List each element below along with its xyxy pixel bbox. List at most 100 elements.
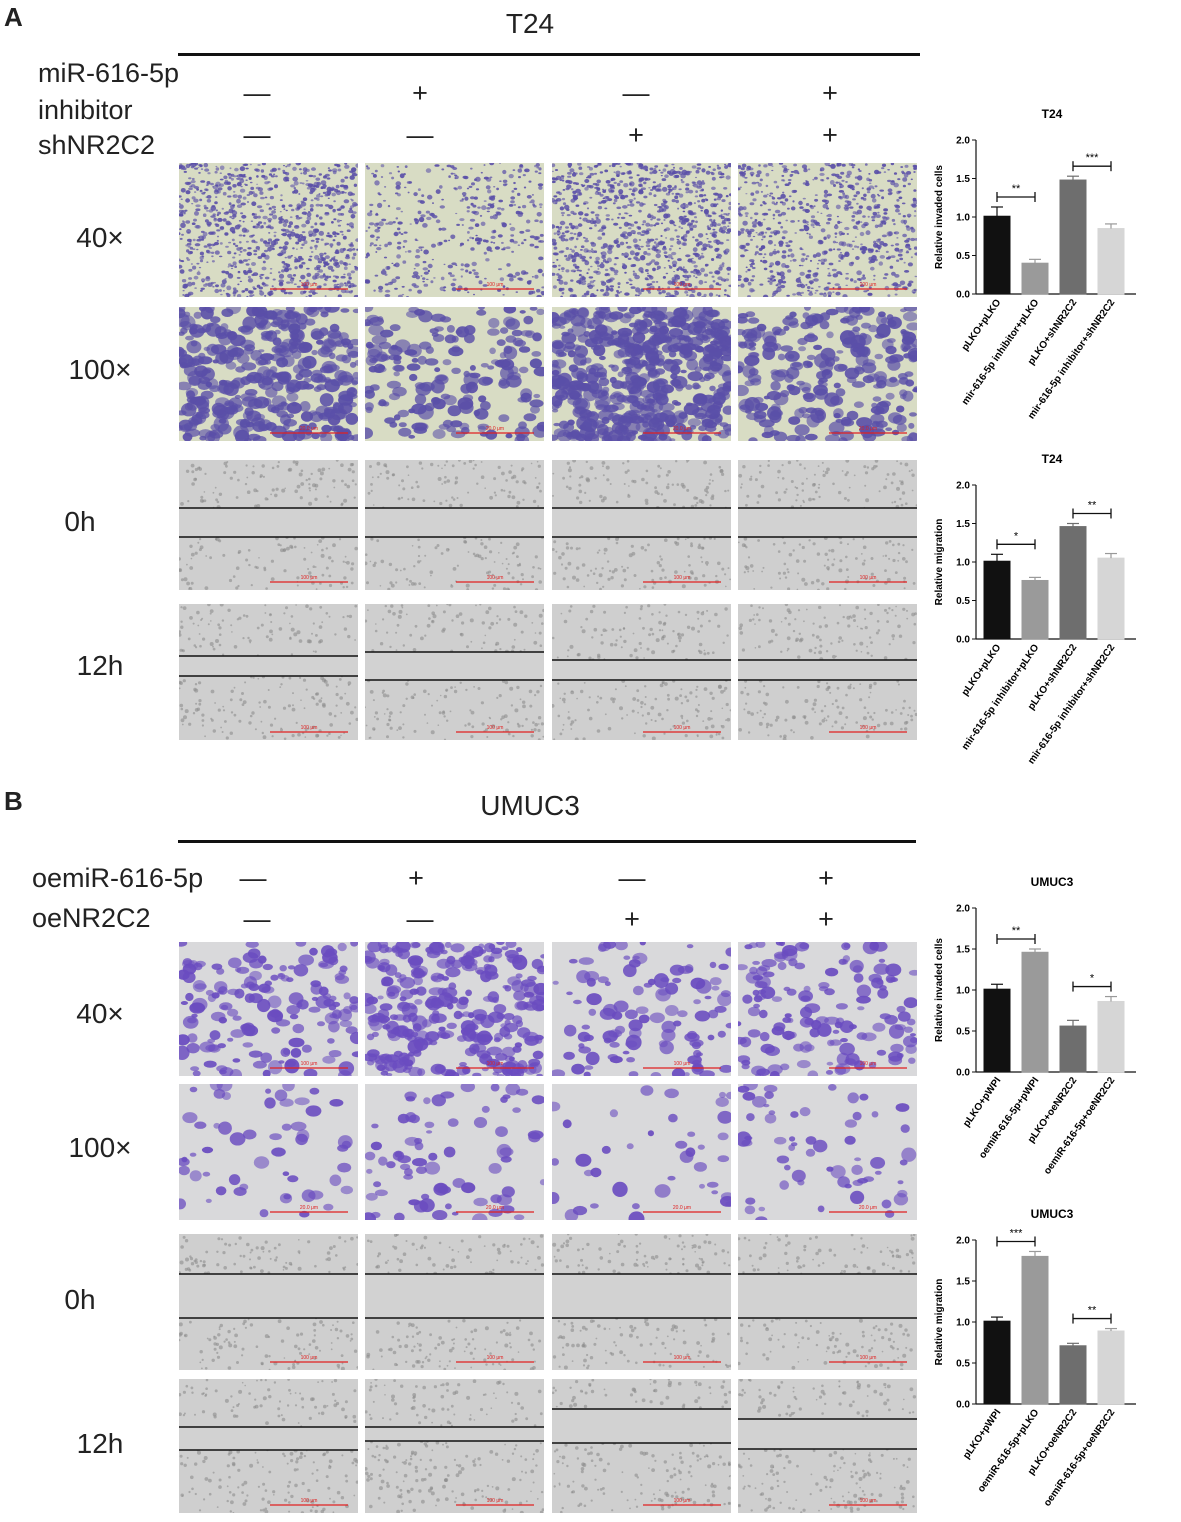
transwell-invasion-image: 20.0 μm — [365, 307, 544, 441]
wound-healing-image: 100 μm — [179, 604, 358, 740]
bar — [1059, 526, 1087, 640]
scale-bar-label: 20.0 μm — [486, 1205, 504, 1211]
scale-bar-label: 20.0 μm — [859, 1205, 877, 1211]
scale-bar-label: 100 μm — [301, 1355, 318, 1361]
wound-healing-image: 100 μm — [552, 1234, 731, 1370]
bar — [1097, 228, 1125, 295]
scale-bar-label: 100 μm — [301, 575, 318, 581]
chart-title: T24 — [1042, 452, 1063, 466]
y-tick-label: 0.5 — [956, 1359, 970, 1370]
y-tick-label: 1.0 — [956, 1318, 970, 1329]
y-tick-label: 2.0 — [956, 481, 970, 492]
row-label: 100× — [68, 1132, 132, 1163]
scale-bar-label: 20.0 μm — [673, 1205, 691, 1211]
y-axis-label: Relative invaded cells — [934, 938, 945, 1042]
scale-bar-label: 100 μm — [860, 575, 877, 581]
scale-bar-label: 100 μm — [674, 1355, 691, 1361]
panel-b-cell-line: UMUC3 — [480, 790, 580, 821]
row-label: 12h — [76, 650, 124, 681]
wound-healing-image: 100 μm — [738, 1379, 917, 1513]
x-tick-label: mir-616-5p inhibitor+pLKO — [960, 642, 1042, 752]
chart-title: UMUC3 — [1031, 875, 1074, 889]
scale-bar-label: 100 μm — [674, 282, 691, 288]
wound-healing-image: 100 μm — [365, 1234, 544, 1370]
transwell-invasion-image: 20.0 μm — [365, 1084, 544, 1220]
y-tick-label: 1.5 — [956, 174, 970, 185]
scale-bar-label: 20.0 μm — [859, 426, 877, 432]
transwell-invasion-image: 20.0 μm — [738, 1084, 917, 1220]
y-tick-label: 1.0 — [956, 558, 970, 569]
y-tick-label: 1.5 — [956, 945, 970, 956]
bar — [1059, 179, 1087, 295]
y-tick-label: 2.0 — [956, 904, 970, 915]
bar — [1097, 557, 1125, 640]
x-tick-label: mir-616-5p inhibitor+pLKO — [960, 297, 1042, 407]
transwell-invasion-image: 20.0 μm — [552, 307, 731, 441]
treatment-sign: + — [822, 78, 838, 108]
panel-b-letter: B — [4, 786, 23, 816]
wound-healing-image: 100 μm — [552, 460, 731, 590]
transwell-invasion-image: 100 μm — [179, 163, 358, 297]
transwell-invasion-image: 100 μm — [738, 942, 917, 1076]
wound-healing-image: 100 μm — [179, 1379, 358, 1513]
treatment-sign: — — [618, 863, 646, 893]
transwell-invasion-image: 20.0 μm — [738, 307, 917, 441]
transwell-invasion-image: 20.0 μm — [179, 307, 358, 441]
y-tick-label: 1.0 — [956, 213, 970, 224]
y-tick-label: 1.5 — [956, 519, 970, 530]
treatment-sign: + — [412, 78, 428, 108]
wound-healing-image: 100 μm — [738, 604, 917, 740]
wound-healing-image: 100 μm — [365, 604, 544, 740]
chart-umuc3-migration: UMUC3 Relative migration 0.0 0.5 1.0 1.5 2.0 pL… — [934, 1207, 1136, 1509]
panel-a-treatment-label: inhibitor — [38, 95, 133, 125]
treatment-sign: — — [406, 904, 434, 934]
scale-bar-label: 100 μm — [487, 1061, 504, 1067]
bar — [1021, 579, 1049, 640]
bar — [1021, 951, 1049, 1073]
x-tick-label: oemiR-616-5p+oeNR2C2 — [1042, 1075, 1118, 1177]
treatment-sign: — — [239, 863, 267, 893]
wound-healing-image: 100 μm — [738, 1234, 917, 1370]
chart-title: UMUC3 — [1031, 1207, 1074, 1221]
panel-a-treatment-label: miR-616-5p — [38, 58, 180, 88]
treatment-sign: + — [408, 863, 424, 893]
scale-bar-label: 100 μm — [860, 282, 877, 288]
x-tick-label: pLKO+pLKO — [960, 297, 1004, 353]
chart-t24-invasion: T24 Relative invaded cells 0.0 0.5 1.0 1.5 2.0… — [934, 107, 1136, 421]
y-tick-label: 0.5 — [956, 1027, 970, 1038]
y-tick-label: 1.5 — [956, 1277, 970, 1288]
scale-bar-label: 100 μm — [674, 1498, 691, 1504]
scale-bar-label: 100 μm — [860, 1498, 877, 1504]
bar — [1021, 262, 1049, 295]
scale-bar-label: 100 μm — [487, 1498, 504, 1504]
transwell-invasion-image: 100 μm — [365, 942, 544, 1076]
scale-bar-label: 20.0 μm — [486, 426, 504, 432]
x-tick-label: pLKO+pWPI — [961, 1075, 1003, 1129]
significance-label: * — [1014, 530, 1019, 542]
scale-bar-label: 100 μm — [860, 725, 877, 731]
row-label: 100× — [68, 354, 132, 385]
scale-bar-label: 100 μm — [487, 575, 504, 581]
y-axis-label: Relative migration — [934, 1279, 945, 1366]
scale-bar-label: 100 μm — [301, 1061, 318, 1067]
wound-healing-image: 100 μm — [179, 1234, 358, 1370]
panel-a-letter: A — [4, 2, 23, 32]
significance-label: *** — [1010, 1227, 1024, 1239]
scale-bar-label: 100 μm — [301, 1498, 318, 1504]
scale-bar-label: 100 μm — [301, 282, 318, 288]
scale-bar-label: 100 μm — [487, 282, 504, 288]
significance-label: ** — [1088, 1305, 1097, 1317]
panel-b-treatment-label: oeNR2C2 — [32, 903, 151, 933]
treatment-sign: — — [622, 78, 650, 108]
y-tick-label: 0.5 — [956, 596, 970, 607]
y-tick-label: 0.0 — [956, 1068, 970, 1079]
bar — [1097, 1330, 1125, 1405]
scale-bar-label: 100 μm — [487, 725, 504, 731]
y-axis-label: Relative migration — [934, 519, 945, 606]
y-axis-label: Relative invaded cells — [934, 165, 945, 269]
treatment-sign: — — [243, 904, 271, 934]
transwell-invasion-image: 100 μm — [552, 942, 731, 1076]
chart-title: T24 — [1042, 107, 1063, 121]
scale-bar-label: 20.0 μm — [673, 426, 691, 432]
panel-a-treatment-label: shNR2C2 — [38, 130, 156, 160]
